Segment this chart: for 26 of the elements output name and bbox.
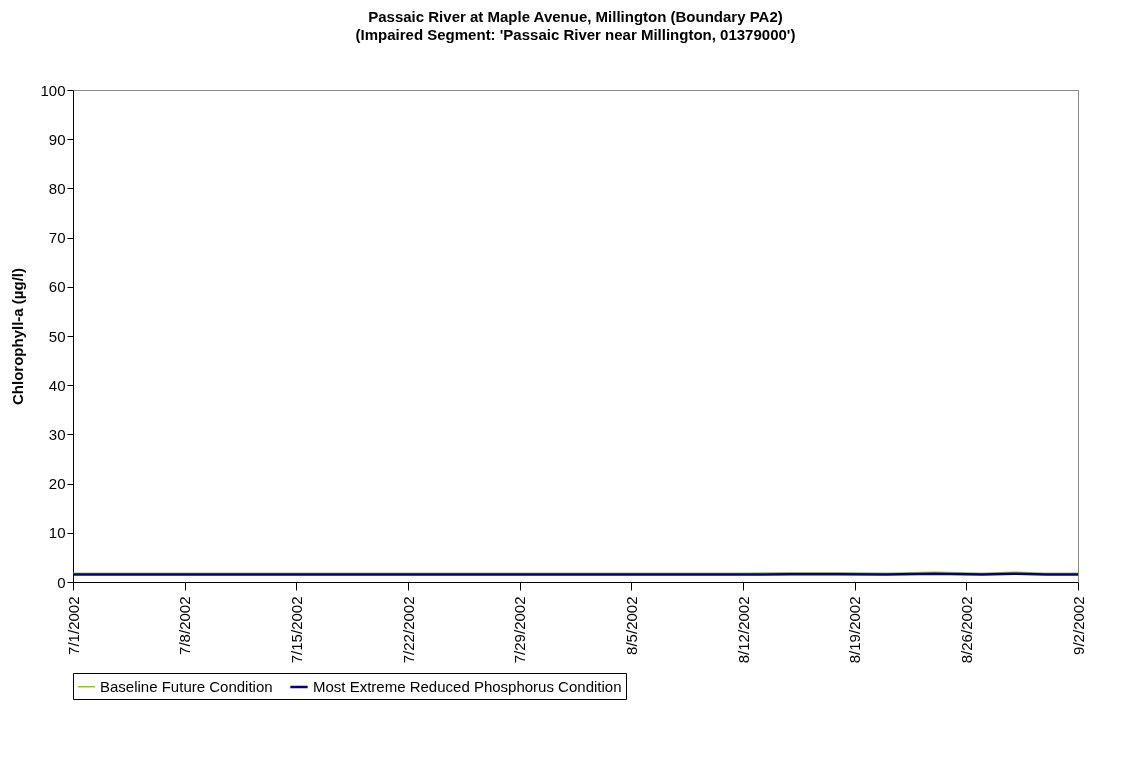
x-tick-label: 8/26/2002 xyxy=(957,596,975,664)
x-tick-label: 7/15/2002 xyxy=(287,596,305,664)
y-tick-label: 80 xyxy=(48,179,66,197)
x-tick-label: 7/22/2002 xyxy=(399,596,417,664)
y-tick-label: 100 xyxy=(40,81,66,99)
y-tick-label: 50 xyxy=(48,327,66,345)
x-tick-label: 9/2/2002 xyxy=(1069,596,1087,655)
legend-label: Most Extreme Reduced Phosphorus Condition xyxy=(313,678,622,695)
x-tick-label: 7/1/2002 xyxy=(64,596,82,655)
y-tick-label: 10 xyxy=(48,524,66,542)
chart-subtitle: (Impaired Segment: 'Passaic River near Millington, 01379000') xyxy=(355,26,796,43)
y-tick-label: 90 xyxy=(48,130,66,148)
chart-title: Passaic River at Maple Avenue, Millington (Boundary PA2) xyxy=(368,8,783,25)
x-tick-label: 8/12/2002 xyxy=(734,596,752,664)
y-tick-label: 0 xyxy=(57,573,66,591)
x-tick-label: 8/5/2002 xyxy=(622,596,640,655)
legend-label: Baseline Future Condition xyxy=(100,677,273,695)
x-tick-label: 7/8/2002 xyxy=(176,596,194,655)
x-tick-label: 7/29/2002 xyxy=(511,596,529,664)
y-tick-label: 40 xyxy=(48,376,66,394)
y-tick-label: 70 xyxy=(48,229,66,247)
y-tick-label: 60 xyxy=(48,278,66,296)
x-tick-label: 8/19/2002 xyxy=(846,596,864,664)
y-tick-label: 30 xyxy=(48,425,66,443)
y-axis-title: Chlorophyll-a (µg/l) xyxy=(9,268,27,405)
y-tick-label: 20 xyxy=(48,475,66,493)
